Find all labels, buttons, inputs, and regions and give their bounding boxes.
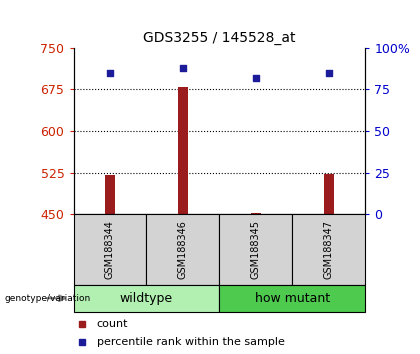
Point bbox=[252, 75, 259, 81]
Text: how mutant: how mutant bbox=[255, 292, 330, 305]
Point bbox=[180, 65, 186, 70]
Bar bbox=[147, 214, 220, 285]
Text: genotype/variation: genotype/variation bbox=[4, 294, 90, 303]
Text: wildtype: wildtype bbox=[120, 292, 173, 305]
Text: GSM188347: GSM188347 bbox=[324, 220, 334, 279]
Point bbox=[107, 70, 113, 76]
Text: GSM188346: GSM188346 bbox=[178, 220, 188, 279]
Bar bbox=[324, 174, 333, 214]
Bar bbox=[178, 87, 188, 214]
Bar bbox=[220, 285, 365, 312]
Point bbox=[326, 70, 332, 76]
Text: percentile rank within the sample: percentile rank within the sample bbox=[97, 337, 285, 347]
Bar bbox=[74, 285, 220, 312]
Text: count: count bbox=[97, 319, 129, 329]
Bar bbox=[292, 214, 365, 285]
Text: GSM188344: GSM188344 bbox=[105, 220, 115, 279]
Bar bbox=[74, 214, 147, 285]
Bar bbox=[220, 214, 292, 285]
Title: GDS3255 / 145528_at: GDS3255 / 145528_at bbox=[143, 32, 296, 45]
Bar bbox=[251, 212, 261, 214]
Bar bbox=[105, 175, 115, 214]
Text: GSM188345: GSM188345 bbox=[251, 220, 261, 279]
